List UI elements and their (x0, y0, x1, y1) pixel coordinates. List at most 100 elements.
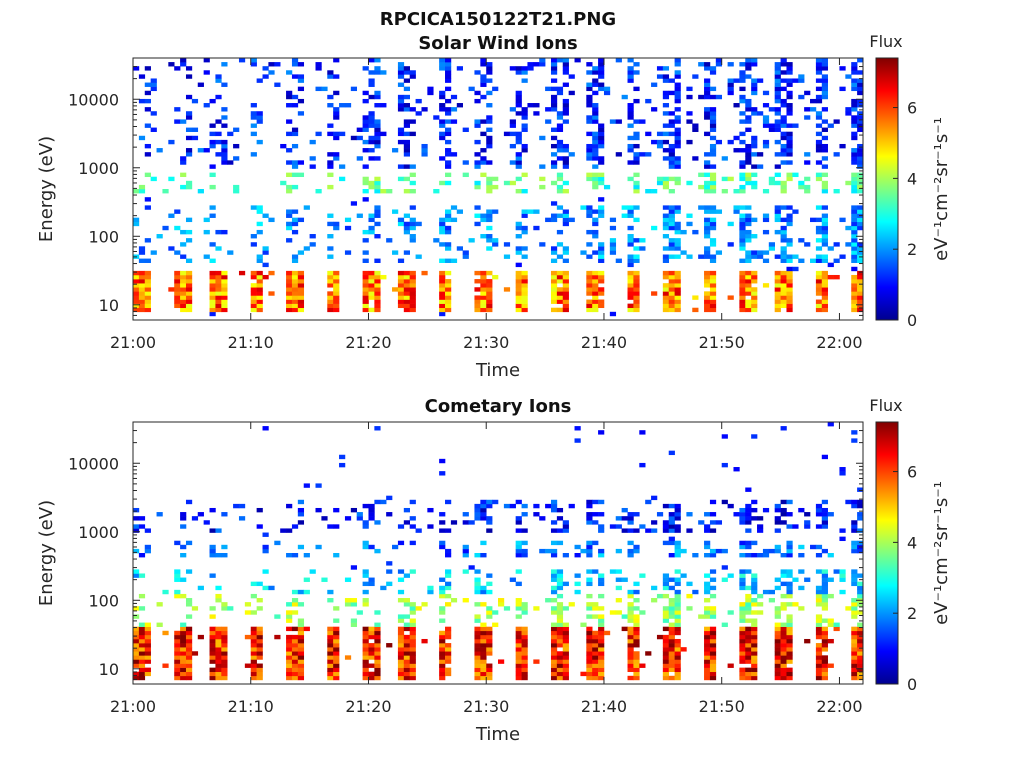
heatmap-cell (291, 270, 299, 276)
heatmap-cell (815, 659, 823, 664)
heatmap-cell (621, 614, 628, 619)
heatmap-cell (651, 520, 658, 525)
heatmap-cell (215, 667, 222, 673)
heatmap-cell (521, 634, 528, 640)
heatmap-cell (439, 311, 446, 317)
heatmap-cell (815, 630, 823, 636)
heatmap-cell (462, 172, 469, 178)
heatmap-cell (674, 540, 681, 546)
heatmap-cell (445, 553, 452, 558)
heatmap-cell (256, 287, 263, 292)
heatmap-cell (592, 630, 599, 636)
heatmap-cell (745, 593, 752, 599)
heatmap-cell (674, 94, 681, 100)
heatmap-cell (627, 630, 634, 636)
heatmap-cell (185, 217, 193, 223)
heatmap-cell (291, 283, 299, 288)
heatmap-cell (203, 254, 210, 259)
heatmap-cell (651, 598, 658, 603)
heatmap-cell (668, 663, 675, 668)
heatmap-cell (185, 647, 193, 652)
heatmap-cell (739, 581, 746, 587)
heatmap-cell (409, 569, 416, 574)
heatmap-cell (550, 671, 558, 677)
heatmap-cell (704, 643, 711, 648)
heatmap-cell (598, 573, 605, 578)
heatmap-cell (627, 540, 634, 546)
heatmap-cell (362, 119, 369, 124)
heatmap-cell (250, 634, 257, 640)
heatmap-cell (674, 242, 681, 247)
heatmap-cell (362, 295, 369, 300)
heatmap-cell (515, 160, 522, 165)
heatmap-cell (403, 270, 410, 276)
heatmap-cell (521, 655, 528, 660)
heatmap-cell (562, 221, 569, 227)
heatmap-cell (368, 111, 375, 116)
heatmap-cell (633, 279, 640, 284)
heatmap-cell (821, 254, 828, 259)
heatmap-cell (215, 303, 222, 309)
heatmap-cell (592, 299, 599, 304)
heatmap-cell (380, 274, 387, 280)
heatmap-cell (144, 638, 151, 644)
heatmap-cell (498, 598, 505, 603)
heatmap-cell (598, 274, 605, 280)
heatmap-cell (250, 270, 257, 276)
heatmap-cell (592, 671, 599, 677)
heatmap-cell (474, 655, 481, 660)
heatmap-cell (821, 82, 828, 87)
heatmap-cell (627, 512, 634, 517)
heatmap-cell (586, 675, 593, 681)
heatmap-cell (556, 86, 564, 92)
heatmap-cell (780, 160, 787, 165)
heatmap-cell (662, 213, 670, 218)
heatmap-cell (674, 544, 681, 550)
heatmap-cell (291, 675, 299, 681)
heatmap-cell (686, 581, 693, 587)
heatmap-cell (368, 626, 375, 632)
heatmap-cell (291, 602, 299, 607)
heatmap-cell (586, 663, 593, 668)
heatmap-cell (586, 229, 593, 235)
heatmap-cell (704, 675, 711, 681)
heatmap-cell (327, 70, 334, 75)
heatmap-cell (492, 176, 499, 182)
heatmap-cell (486, 213, 493, 218)
heatmap-cell (709, 553, 717, 558)
heatmap-cell (521, 659, 528, 664)
heatmap-cell (562, 119, 569, 124)
heatmap-cell (692, 307, 699, 313)
x-tick-label: 21:00 (110, 333, 156, 352)
heatmap-cell (221, 655, 228, 660)
heatmap-cell (786, 667, 793, 673)
heatmap-cell (368, 307, 375, 313)
heatmap-cell (445, 246, 452, 251)
heatmap-cell (704, 291, 711, 296)
heatmap-cell (739, 86, 746, 92)
heatmap-cell (827, 422, 834, 427)
heatmap-cell (786, 303, 793, 309)
heatmap-cell (138, 299, 146, 304)
heatmap-cell (250, 610, 257, 615)
heatmap-cell (704, 585, 711, 591)
heatmap-cell (627, 143, 634, 149)
heatmap-cell (603, 90, 611, 96)
heatmap-cell (439, 66, 446, 71)
heatmap-cell (827, 553, 834, 558)
heatmap-cell (815, 98, 823, 104)
heatmap-cell (374, 671, 381, 677)
heatmap-cell (209, 553, 216, 558)
heatmap-cell (550, 246, 558, 251)
heatmap-cell (627, 242, 634, 247)
heatmap-cell (774, 614, 781, 619)
heatmap-cell (704, 663, 711, 668)
heatmap-cell (445, 602, 452, 607)
heatmap-cell (333, 111, 340, 116)
heatmap-cell (144, 270, 151, 276)
heatmap-cell (439, 606, 446, 611)
heatmap-cell (480, 148, 487, 153)
heatmap-cell (662, 651, 670, 656)
heatmap-cell (668, 238, 675, 243)
heatmap-cell (297, 270, 305, 276)
